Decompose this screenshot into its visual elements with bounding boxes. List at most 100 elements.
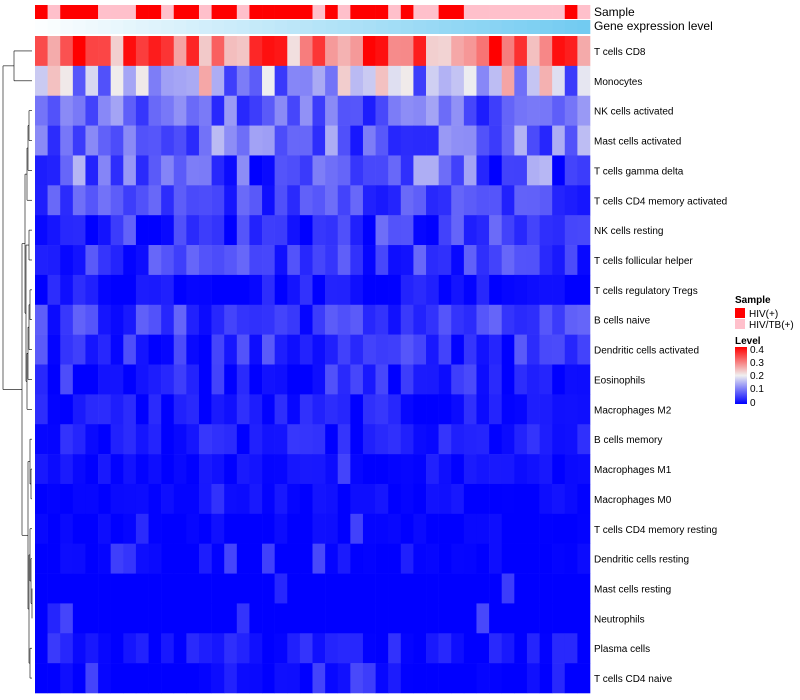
legend-tick-0.1: 0.1 (750, 384, 764, 395)
sample-track-cell (110, 5, 124, 19)
heatmap-cell (299, 364, 313, 395)
heatmap-cell (211, 513, 225, 544)
heatmap-cell (552, 394, 566, 425)
row-label: Plasma cells (594, 644, 650, 655)
heatmap-cell (375, 155, 389, 186)
heatmap-cell (35, 513, 48, 544)
heatmap-cell (350, 633, 364, 664)
heatmap-cell (426, 603, 439, 634)
heatmap-cell (35, 573, 48, 604)
heatmap-cell (463, 36, 477, 67)
heatmap-cell (47, 185, 61, 216)
heatmap-cell (312, 36, 326, 67)
heatmap-cell (400, 454, 414, 485)
heatmap-cell (262, 543, 275, 574)
heatmap-cell (85, 483, 99, 515)
heatmap-cell (539, 633, 553, 664)
heatmap-cell (388, 633, 402, 664)
heatmap-cell (224, 364, 238, 395)
heatmap-cell (72, 394, 86, 425)
heatmap-cell (287, 215, 301, 246)
heatmap-cell (148, 424, 162, 455)
heatmap-cell (325, 334, 339, 365)
heatmap-cell (198, 304, 212, 335)
heatmap-cell (148, 304, 162, 335)
heatmap-cell (224, 215, 238, 246)
heatmap-cell (476, 483, 490, 515)
heatmap-cell (426, 304, 439, 335)
heatmap-cell (274, 573, 288, 604)
heatmap-cell (476, 245, 490, 276)
heatmap-cell (463, 573, 477, 604)
row-label: Macrophages M2 (594, 405, 672, 416)
sample-track-cell (463, 5, 477, 19)
heatmap-cell (123, 304, 137, 335)
heatmap-cell (438, 633, 452, 664)
heatmap-cell (262, 633, 275, 664)
heatmap-cell (564, 36, 578, 67)
sample-annotation-track (35, 5, 591, 19)
sample-track-label: Sample (594, 5, 635, 19)
heatmap-cell (375, 125, 389, 156)
heatmap-cell (388, 483, 402, 515)
heatmap-cell (110, 245, 124, 276)
heatmap-cell (476, 304, 490, 335)
sample-track-cell (148, 5, 162, 19)
heatmap-cell (85, 185, 99, 216)
heatmap-cell (400, 663, 414, 694)
heatmap-cell (249, 633, 263, 664)
heatmap-cell (224, 334, 238, 365)
heatmap-cell (526, 245, 540, 276)
heatmap-cell (72, 274, 86, 306)
heatmap-cell (110, 304, 124, 335)
heatmap-cell (564, 155, 578, 186)
heatmap-cell (362, 454, 376, 485)
heatmap-cell (312, 155, 326, 186)
heatmap-cell (463, 125, 477, 156)
sample-track-cell (35, 5, 48, 19)
heatmap-cell (350, 245, 364, 276)
heatmap-cell (249, 185, 263, 216)
heatmap-cell (224, 513, 238, 544)
heatmap-cell (552, 364, 566, 395)
heatmap-cell (262, 394, 275, 425)
expression-track-cell (539, 20, 553, 34)
heatmap-cell (564, 95, 578, 126)
heatmap-cell (375, 36, 389, 67)
heatmap-cell (236, 304, 250, 335)
heatmap-cell (287, 394, 301, 425)
heatmap-cell (514, 603, 528, 634)
heatmap-cell (123, 95, 137, 126)
heatmap-cell (224, 543, 238, 574)
heatmap-cell (236, 603, 250, 634)
heatmap-cell (186, 603, 200, 634)
heatmap-cell (501, 245, 515, 276)
heatmap-cell (388, 513, 402, 544)
expression-track-cell (312, 20, 326, 34)
heatmap-cell (426, 364, 439, 395)
heatmap-cell (539, 185, 553, 216)
heatmap-cell (489, 633, 503, 664)
heatmap-cell (362, 633, 376, 664)
heatmap-cell (514, 125, 528, 156)
heatmap-cell (438, 95, 452, 126)
heatmap-cell (299, 215, 313, 246)
heatmap-cell (262, 573, 275, 604)
heatmap-cell (135, 334, 149, 365)
heatmap-cell (312, 304, 326, 335)
heatmap-cell (451, 125, 465, 156)
heatmap-cell (110, 513, 124, 544)
heatmap-cell (173, 125, 187, 156)
heatmap-cell (161, 454, 175, 485)
heatmap-cell (35, 274, 48, 306)
heatmap-cell (236, 245, 250, 276)
heatmap-cell (98, 603, 111, 634)
heatmap-cell (375, 215, 389, 246)
heatmap-cell (110, 65, 124, 97)
heatmap-cell (135, 274, 149, 306)
heatmap-cell (337, 573, 351, 604)
row-label: NK cells resting (594, 226, 663, 237)
heatmap-cell (325, 215, 339, 246)
heatmap-cell (438, 65, 452, 97)
heatmap-cell (362, 543, 376, 574)
